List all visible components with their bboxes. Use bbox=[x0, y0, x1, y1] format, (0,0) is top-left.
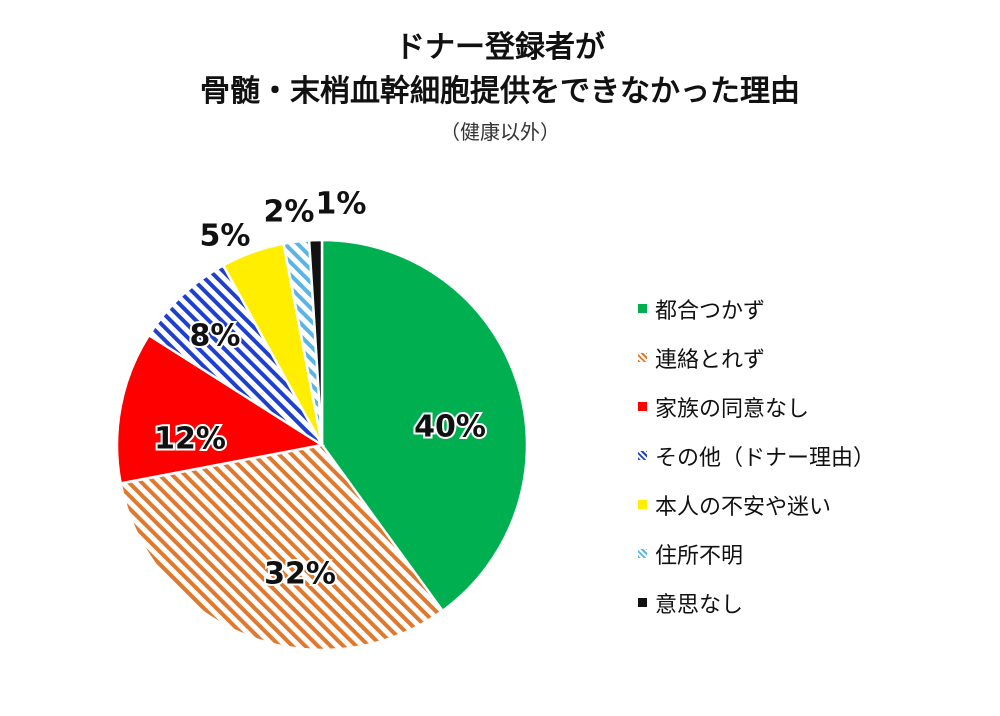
legend-swatch bbox=[638, 304, 647, 313]
legend-label: 都合つかず bbox=[655, 298, 766, 324]
legend: 都合つかず連絡とれず家族の同意なしその他（ドナー理由） 本人の不安や迷い 住所不明意… bbox=[638, 284, 875, 627]
legend-swatch bbox=[638, 402, 647, 411]
legend-item: 住所不明 bbox=[638, 529, 875, 578]
chart-title-line2: 骨髄・末梢血幹細胞提供をできなかった理由 bbox=[200, 74, 800, 109]
legend-label: 家族の同意なし bbox=[655, 396, 810, 422]
data-label: 12% bbox=[154, 422, 226, 457]
chart-title: ドナー登録者が bbox=[395, 30, 605, 65]
legend-label: 本人の不安や迷い bbox=[655, 494, 832, 520]
pie-slice-7 bbox=[307, 238, 324, 446]
legend-swatch bbox=[638, 451, 647, 460]
legend-swatch bbox=[638, 353, 647, 362]
legend-label: 連絡とれず bbox=[655, 347, 766, 373]
legend-item: 連絡とれず bbox=[638, 333, 875, 382]
pie-slice-4 bbox=[147, 263, 324, 447]
chart-subtitle: （健康以外） bbox=[440, 120, 560, 144]
pie-slice-3 bbox=[115, 333, 326, 485]
data-label: 32% bbox=[264, 557, 336, 592]
legend-swatch bbox=[638, 598, 647, 607]
legend-item: 意思なし bbox=[638, 578, 875, 627]
legend-item: その他（ドナー理由） bbox=[638, 431, 875, 480]
data-label: 8% bbox=[190, 319, 241, 354]
legend-item: 都合つかず bbox=[638, 284, 875, 333]
pie-slice-1 bbox=[320, 238, 529, 613]
legend-item: 本人の不安や迷い bbox=[638, 480, 875, 529]
data-label: 1% bbox=[316, 187, 367, 222]
data-label: 40% bbox=[414, 410, 486, 445]
legend-swatch bbox=[638, 500, 647, 509]
legend-label: 住所不明 bbox=[655, 543, 744, 569]
legend-label: 意思なし bbox=[655, 592, 744, 618]
pie-slice-2 bbox=[119, 443, 445, 652]
data-label: 5% bbox=[200, 219, 251, 254]
legend-label: その他（ドナー理由） bbox=[655, 445, 876, 471]
legend-swatch bbox=[638, 549, 647, 558]
data-label: 2% bbox=[264, 195, 315, 230]
legend-item: 家族の同意なし bbox=[638, 382, 875, 431]
